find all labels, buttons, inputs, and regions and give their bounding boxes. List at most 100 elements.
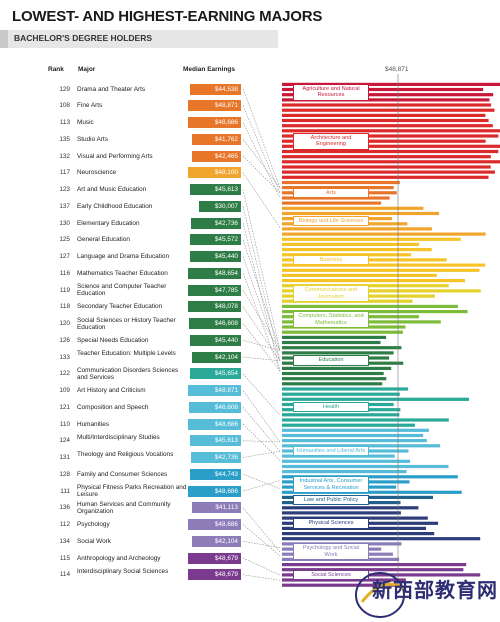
field-bar — [282, 149, 499, 154]
connector-line — [242, 574, 281, 581]
major-name: Theology and Religious Vocations — [77, 450, 174, 458]
field-bar — [282, 490, 462, 494]
median-earnings-value: $42,736 — [191, 217, 241, 229]
rank-cell: 117 — [59, 169, 70, 177]
field-bar — [282, 397, 469, 401]
major-name: Composition and Speech — [77, 403, 149, 411]
connector-line — [242, 450, 281, 458]
major-name: Art History and Criticism — [77, 387, 146, 394]
field-label: Communications and Journalism — [293, 285, 369, 303]
field-bar — [282, 382, 383, 386]
rank-cell: 111 — [60, 487, 70, 495]
field-bar — [282, 118, 489, 123]
field-bar — [282, 304, 458, 308]
connector-line — [242, 139, 281, 188]
field-bar — [282, 387, 409, 391]
field-label: Law and Public Policy — [293, 494, 369, 506]
rank-cell: 113 — [59, 119, 70, 126]
connector-line — [242, 440, 281, 443]
major-name: Communication Disorders Sciences and Ser… — [77, 366, 179, 381]
connector-line — [242, 222, 281, 372]
field-bar — [282, 201, 382, 205]
field-label: Business — [293, 254, 369, 266]
connector-line — [242, 540, 281, 548]
median-earnings-value: $48,686 — [187, 485, 241, 497]
connector-line — [242, 155, 281, 194]
field-label: Education — [293, 355, 369, 366]
rank-cell: 120 — [59, 320, 70, 327]
field-bar — [282, 237, 461, 241]
major-name: Mathematics Teacher Education — [77, 269, 168, 277]
field-label: Psychology and Social Work — [293, 543, 369, 561]
field-bar — [282, 268, 480, 272]
connector-line — [242, 339, 281, 351]
median-earnings-value: $48,871 — [187, 100, 241, 112]
rank-cell: 127 — [59, 253, 70, 260]
field-bar — [282, 371, 384, 376]
field-bar — [282, 377, 387, 381]
major-column-header: Major — [78, 66, 96, 73]
field-label: Physical Sciences — [293, 518, 369, 529]
median-earnings-value: $45,572 — [189, 234, 241, 246]
field-bar — [282, 139, 486, 143]
median-earnings-value: $47,785 — [188, 284, 241, 296]
median-earnings-value: $42,465 — [191, 150, 241, 162]
field-bar — [282, 475, 458, 479]
field-bar — [282, 175, 489, 179]
major-name: Human Services and Community Organizatio… — [77, 500, 171, 515]
median-earnings-value: $41,762 — [191, 133, 241, 145]
rank-cell: 112 — [59, 521, 70, 528]
field-bar — [282, 433, 424, 438]
median-earnings-value: $45,613 — [189, 435, 241, 447]
field-bar — [282, 537, 481, 541]
major-name: Early Childhood Education — [77, 202, 153, 210]
field-bar — [282, 439, 427, 443]
median-earnings-value: $42,736 — [191, 452, 241, 463]
major-name: Drama and Theater Arts — [77, 85, 146, 93]
rank-cell: 123 — [59, 186, 70, 193]
field-bar — [282, 144, 500, 148]
chart-subtitle: BACHELOR'S DEGREE HOLDERS — [14, 33, 153, 43]
field-bar — [282, 418, 449, 422]
rank-cell: 129 — [59, 85, 70, 93]
rank-cell: 126 — [59, 336, 70, 344]
subtitle-accent — [0, 30, 8, 48]
major-name: Psychology — [77, 521, 110, 528]
median-earnings-column-header: Median Earnings — [183, 66, 236, 73]
connector-line — [242, 206, 281, 361]
median-earnings-value: $46,608 — [189, 318, 241, 329]
rank-cell: 130 — [59, 219, 70, 227]
connector-line — [242, 473, 281, 490]
field-bar — [282, 242, 420, 246]
connector-line — [242, 557, 281, 576]
field-bar — [282, 87, 484, 92]
field-bar — [282, 211, 440, 216]
connector-line — [242, 356, 281, 362]
rank-cell: 134 — [59, 537, 70, 545]
field-bar — [282, 428, 429, 432]
major-name: Family and Consumer Sciences — [77, 470, 168, 478]
major-name: Social Sciences or History Teacher Educa… — [77, 316, 176, 331]
major-name: Music — [77, 119, 94, 126]
field-bar — [282, 248, 432, 252]
watermark-ring — [355, 572, 405, 618]
median-earnings-value: $48,100 — [188, 167, 241, 179]
major-name: Elementary Education — [77, 219, 140, 227]
field-bar — [282, 273, 437, 277]
median-earnings-value: $45,654 — [189, 368, 241, 380]
rank-cell: 109 — [59, 387, 70, 394]
major-name: Studio Arts — [77, 135, 108, 143]
field-bar — [282, 568, 464, 572]
field-bar — [282, 310, 468, 314]
median-earnings-value: $42,104 — [191, 535, 241, 547]
watermark-logo — [355, 572, 405, 618]
rank-cell: 136 — [59, 504, 70, 512]
rank-cell: 133 — [59, 353, 70, 361]
major-name: Secondary Teacher Education — [77, 303, 163, 311]
field-bar — [282, 196, 390, 200]
connector-line — [242, 189, 281, 351]
field-bar — [282, 279, 465, 283]
field-bar — [282, 340, 381, 345]
major-name: Humanities — [77, 420, 109, 428]
